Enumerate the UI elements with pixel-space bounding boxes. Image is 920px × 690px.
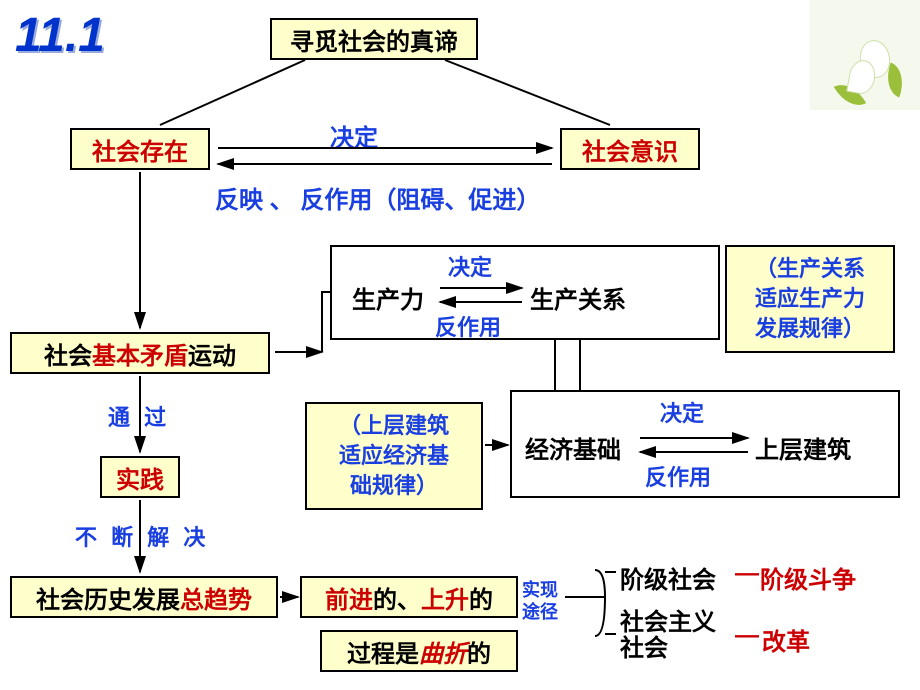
top-title-box: 寻觅社会的真谛 [270, 18, 478, 60]
realize-l2: 途径 [522, 602, 558, 624]
bc-mid: 基本矛盾 [92, 336, 188, 371]
process-box: 过程是 曲折 的 [320, 630, 518, 672]
socialist-l2: 社会 [620, 636, 716, 662]
socialist-l1: 社会主义 [620, 610, 716, 636]
law1-box: （生产关系 适应生产力 发展规律） [725, 245, 895, 353]
law2-box: （上层建筑 适应经济基 础规律） [305, 402, 483, 510]
de2: 的 [469, 580, 493, 615]
law2-l1: （上层建筑 [339, 411, 449, 441]
bc-suf: 运动 [188, 336, 236, 371]
basic-contradiction-box: 社会 基本矛盾 运动 [10, 332, 270, 374]
forward-upward-box: 前进 的、 上升 的 [300, 576, 518, 618]
class-society-label: 阶级社会 [620, 560, 716, 595]
trend-suf: 总趋势 [180, 580, 252, 615]
law1-l3: 发展规律） [755, 314, 865, 344]
social-consciousness-box: 社会意识 [560, 128, 700, 170]
solve-label: 不 断 解 决 [75, 520, 209, 552]
react-3-label: 反作用 [645, 460, 711, 492]
realize-l1: 实现 [522, 580, 558, 602]
socialist-label: 社会主义 社会 [620, 610, 716, 663]
social-existence-box: 社会存在 [70, 128, 210, 170]
determine-3-label: 决定 [660, 396, 704, 428]
tortuous: 曲折 [419, 634, 467, 669]
section-number: 11.1 [15, 8, 105, 63]
bc-pre: 社会 [44, 336, 92, 371]
economic-base-label: 经济基础 [525, 430, 621, 465]
productivity-label: 生产力 [352, 280, 424, 315]
forward: 前进 [325, 580, 373, 615]
dash-2: — [735, 622, 759, 650]
trend-box: 社会历史发展 总趋势 [10, 576, 278, 618]
realize-label: 实现 途径 [522, 580, 558, 623]
superstructure-label: 上层建筑 [755, 430, 851, 465]
law1-l1: （生产关系 [755, 254, 865, 284]
de1: 的、 [373, 580, 421, 615]
practice-box: 实践 [100, 456, 180, 498]
process-pre: 过程是 [347, 634, 419, 669]
process-suf: 的 [467, 634, 491, 669]
law1-l2: 适应生产力 [755, 284, 865, 314]
through-label: 通 过 [108, 400, 170, 432]
trend-pre: 社会历史发展 [36, 580, 180, 615]
upward: 上升 [421, 580, 469, 615]
reform-label: 改革 [762, 622, 810, 657]
production-relations-label: 生产关系 [530, 280, 626, 315]
flower-decoration [810, 0, 920, 110]
law2-l2: 适应经济基 [339, 441, 449, 471]
class-struggle-label: 阶级斗争 [760, 560, 856, 595]
dash-1: — [735, 560, 759, 588]
reflect-react-label: 反映 、 反作用（阻碍、促进） [215, 180, 540, 215]
determine-1-label: 决定 [330, 118, 378, 153]
determine-2-label: 决定 [448, 250, 492, 282]
law2-l3: 础规律） [350, 471, 438, 501]
react-2-label: 反作用 [435, 310, 501, 342]
